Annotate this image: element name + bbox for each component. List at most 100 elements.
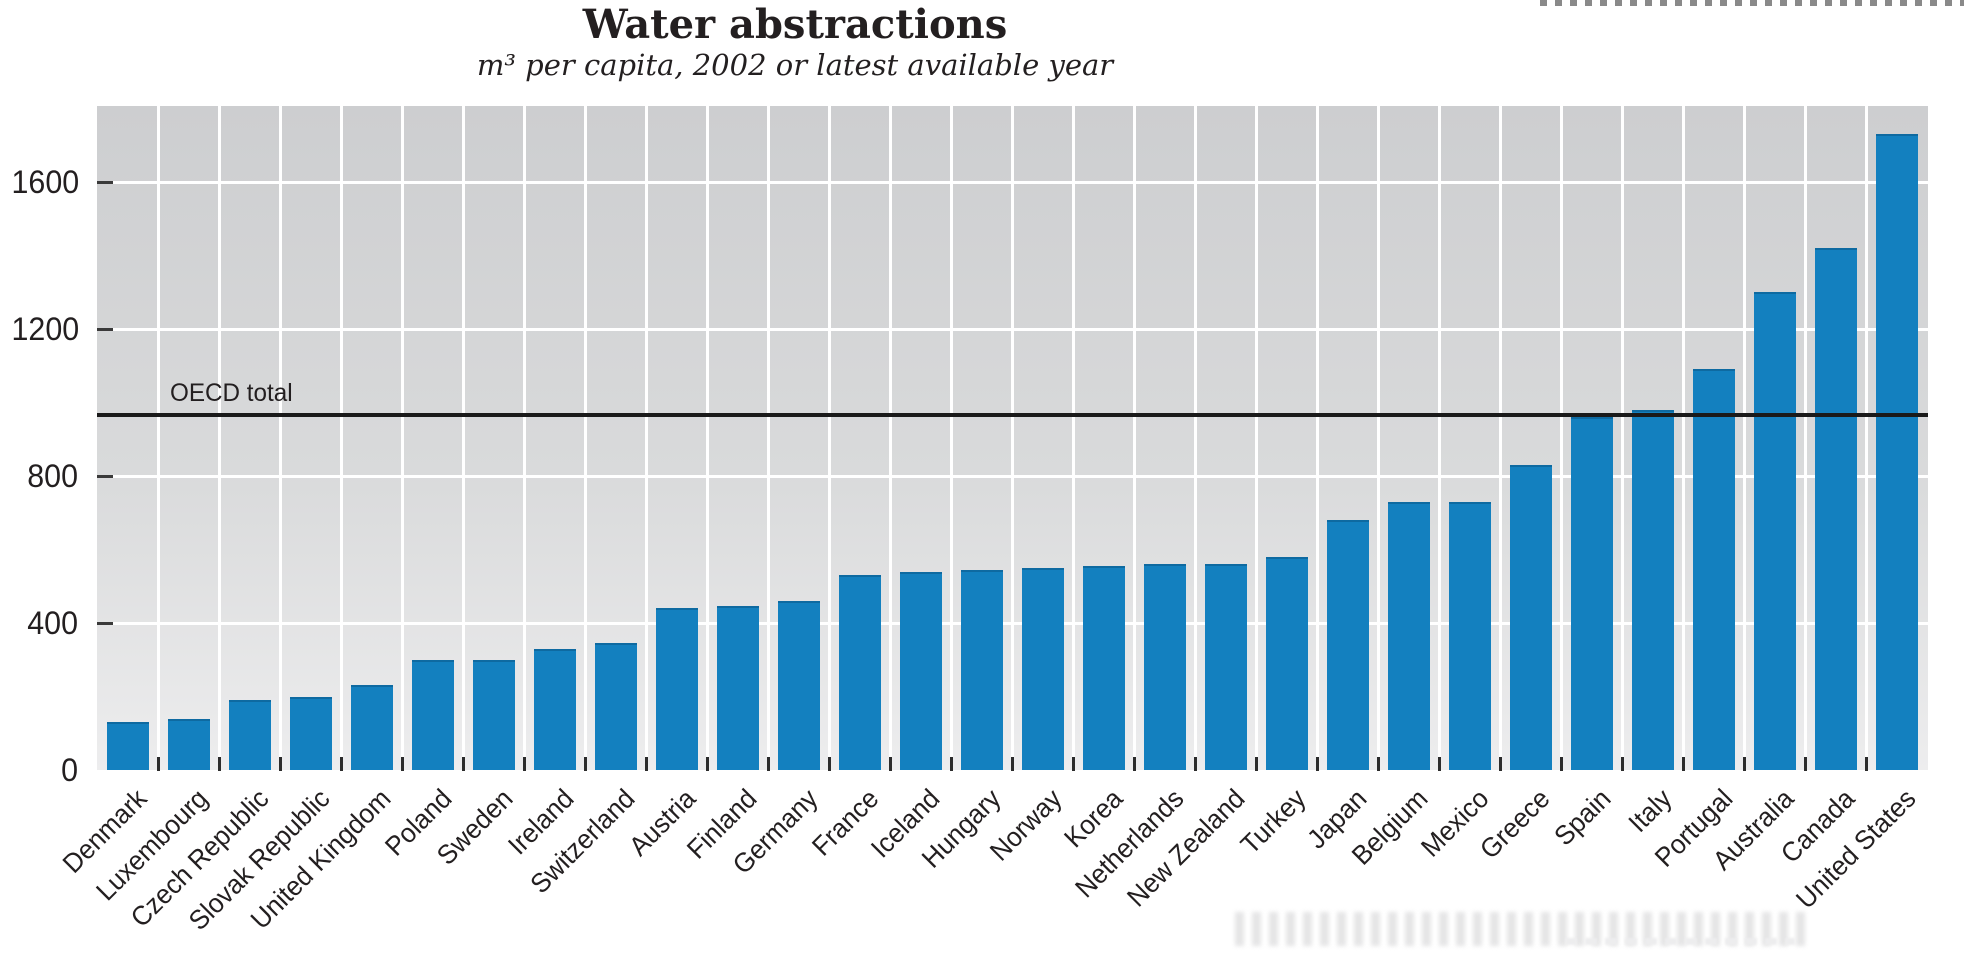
bar-hungary <box>960 569 1003 770</box>
gridline-x-13 <box>888 106 892 770</box>
x-axis-tick-28 <box>1804 757 1808 771</box>
gridline-x-10 <box>705 106 709 770</box>
gridline-x-25 <box>1621 106 1625 770</box>
bar-finland <box>716 606 759 770</box>
x-axis-tick-26 <box>1682 757 1686 771</box>
y-axis-label-1600: 1600 <box>11 164 80 200</box>
bar-slovak-republic <box>289 696 332 770</box>
gridline-x-15 <box>1011 106 1014 770</box>
y-axis-label-800: 800 <box>27 458 78 494</box>
gridline-x-22 <box>1438 106 1442 770</box>
gridline-x-14 <box>949 106 953 770</box>
gridline-x-29 <box>1865 106 1869 770</box>
x-axis-tick-16 <box>1072 757 1076 771</box>
ghost-text-fragment-bottom-2 <box>1565 938 1795 945</box>
bar-france <box>838 575 881 770</box>
bar-spain <box>1571 417 1614 770</box>
bar-australia <box>1754 292 1797 770</box>
bar-united-states <box>1876 134 1919 770</box>
x-axis-tick-5 <box>400 757 404 771</box>
y-axis-tick-1200 <box>97 328 113 331</box>
bar-japan <box>1327 520 1370 770</box>
bar-portugal <box>1693 369 1736 770</box>
bar-netherlands <box>1144 564 1187 770</box>
gridline-x-20 <box>1316 106 1320 770</box>
gridline-x-12 <box>827 106 831 770</box>
x-axis-tick-10 <box>705 757 709 771</box>
bar-iceland <box>899 571 942 770</box>
x-axis-tick-1 <box>156 757 160 771</box>
bar-czech-republic <box>228 700 271 770</box>
gridline-x-1 <box>156 106 160 770</box>
y-axis-label-0: 0 <box>61 752 78 788</box>
chart-subtitle: m³ per capita, 2002 or latest available … <box>476 48 1114 82</box>
x-axis-tick-14 <box>949 757 953 771</box>
y-axis-tick-1600 <box>97 181 113 184</box>
gridline-x-21 <box>1377 106 1381 770</box>
x-axis-label-greece: Greece <box>1474 783 1556 865</box>
x-axis-tick-22 <box>1438 757 1442 771</box>
bar-austria <box>655 608 698 770</box>
x-axis-tick-8 <box>583 757 587 771</box>
gridline-x-19 <box>1255 106 1259 770</box>
bar-italy <box>1632 409 1675 770</box>
bar-united-kingdom <box>350 685 393 770</box>
bar-poland <box>411 659 454 770</box>
y-axis-tick-800 <box>97 475 113 478</box>
bar-canada <box>1815 248 1858 770</box>
gridline-x-5 <box>400 106 404 770</box>
x-axis-tick-29 <box>1865 757 1869 771</box>
x-axis-label-turkey: Turkey <box>1235 783 1312 860</box>
bar-denmark <box>106 722 149 770</box>
x-axis-tick-27 <box>1743 757 1747 771</box>
bar-korea <box>1083 566 1126 770</box>
x-axis-tick-9 <box>644 757 648 771</box>
gridline-x-6 <box>461 106 465 770</box>
x-axis-tick-25 <box>1621 757 1625 771</box>
gridline-x-27 <box>1743 106 1747 770</box>
chart-header: Water abstractions m³ per capita, 2002 o… <box>0 0 1590 82</box>
bar-luxembourg <box>167 718 210 770</box>
x-axis-tick-15 <box>1011 757 1014 771</box>
bar-mexico <box>1449 501 1492 770</box>
x-axis-tick-12 <box>827 757 831 771</box>
clipped-text-fragment-top <box>1540 0 1964 6</box>
x-axis-label-italy: Italy <box>1623 783 1678 839</box>
x-axis-tick-2 <box>217 757 221 771</box>
gridline-x-24 <box>1560 106 1564 770</box>
gridline-x-9 <box>644 106 648 770</box>
oecd-total-line <box>97 413 1928 418</box>
bar-belgium <box>1388 501 1431 770</box>
gridline-x-28 <box>1804 106 1808 770</box>
gridline-x-26 <box>1682 106 1686 770</box>
bar-switzerland <box>594 643 637 770</box>
gridline-x-23 <box>1499 106 1503 770</box>
gridline-x-18 <box>1194 106 1198 770</box>
x-axis-tick-23 <box>1499 757 1503 771</box>
y-axis-label-1200: 1200 <box>11 311 80 347</box>
x-axis-tick-24 <box>1560 757 1564 771</box>
x-axis-tick-21 <box>1377 757 1381 771</box>
bar-norway <box>1022 567 1065 770</box>
oecd-total-label: OECD total <box>170 379 293 408</box>
x-axis-tick-19 <box>1255 757 1259 771</box>
x-axis-tick-6 <box>461 757 465 771</box>
gridline-x-11 <box>766 106 770 770</box>
bar-turkey <box>1266 556 1309 770</box>
x-axis-tick-11 <box>766 757 770 771</box>
y-axis-tick-400 <box>97 622 113 625</box>
gridline-x-16 <box>1072 106 1076 770</box>
gridline-x-8 <box>583 106 587 770</box>
gridline-x-3 <box>278 106 282 770</box>
plot-area <box>97 106 1928 770</box>
bar-ireland <box>533 648 576 770</box>
gridline-x-4 <box>339 106 343 770</box>
x-axis-tick-3 <box>278 757 282 771</box>
x-axis-tick-20 <box>1316 757 1320 771</box>
gridline-x-17 <box>1133 106 1137 770</box>
chart-title: Water abstractions <box>582 1 1008 48</box>
gridline-x-2 <box>217 106 221 770</box>
y-axis-label-400: 400 <box>27 605 78 641</box>
x-axis-tick-4 <box>339 757 343 771</box>
bar-greece <box>1510 464 1553 770</box>
